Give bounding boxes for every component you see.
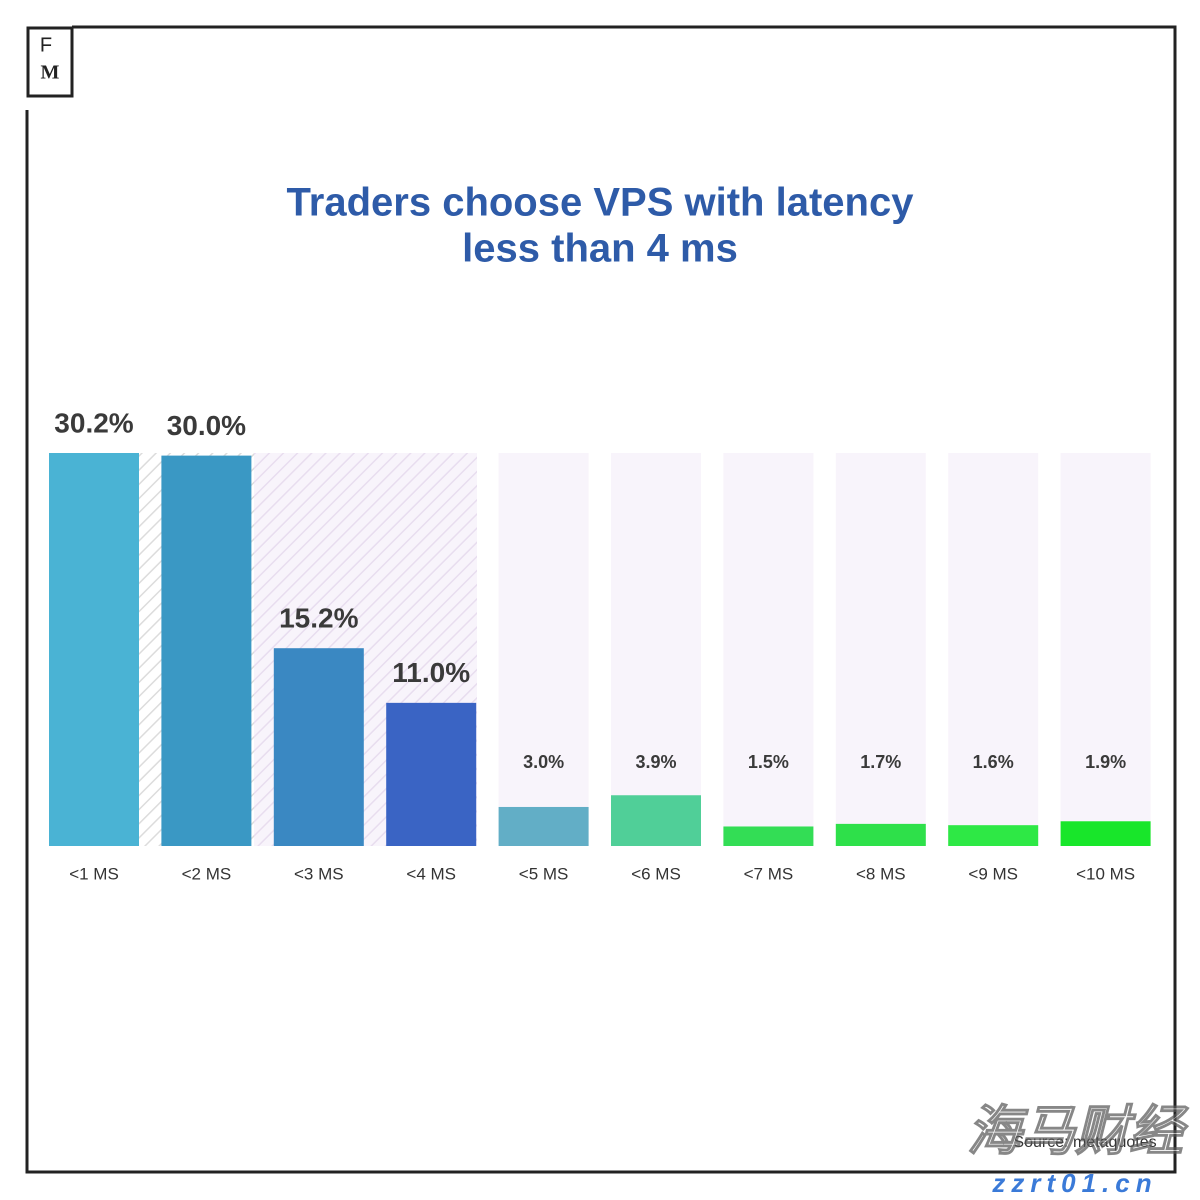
value-label: 1.7% xyxy=(860,752,901,772)
value-label: 11.0% xyxy=(392,657,470,688)
x-tick-label: <8 MS xyxy=(856,864,906,883)
bar xyxy=(273,648,364,846)
bar xyxy=(161,455,252,846)
background-column xyxy=(948,453,1039,846)
x-tick-label: <10 MS xyxy=(1076,864,1135,883)
background-column xyxy=(1060,453,1151,846)
x-tick-label: <9 MS xyxy=(968,864,1018,883)
bar xyxy=(49,453,139,846)
source: Source: metaquotes xyxy=(1013,1134,1156,1151)
x-tick-label: <4 MS xyxy=(406,864,456,883)
x-tick-label: <5 MS xyxy=(519,864,569,883)
x-tick-label: <7 MS xyxy=(744,864,794,883)
frame xyxy=(25,25,1177,1174)
chart-title: Traders choose VPS with latency xyxy=(287,181,915,225)
logo-top: F xyxy=(40,34,52,56)
value-label: 3.9% xyxy=(635,752,676,772)
background-column xyxy=(835,453,926,846)
watermark-url: zzrt01.cn xyxy=(991,1168,1157,1198)
x-tick-label: <3 MS xyxy=(294,864,344,883)
background-column xyxy=(723,453,814,846)
watermark: 海马财经 xyxy=(967,1101,1189,1161)
value-label: 3.0% xyxy=(523,752,564,772)
value-label: 15.2% xyxy=(279,603,358,634)
logo-box xyxy=(26,26,74,98)
bar xyxy=(498,806,589,846)
value-label: 1.6% xyxy=(973,752,1014,772)
bar xyxy=(611,795,701,846)
logo-bottom: M xyxy=(41,62,60,84)
bar xyxy=(1060,821,1151,846)
value-label: 1.5% xyxy=(748,752,789,772)
background-column xyxy=(498,453,589,846)
background-column xyxy=(611,453,701,846)
value-label: 1.9% xyxy=(1085,752,1126,772)
value-label: 30.2% xyxy=(54,407,133,438)
chart-title: less than 4 ms xyxy=(462,227,738,271)
x-tick-label: <2 MS xyxy=(182,864,232,883)
value-label: 30.0% xyxy=(167,410,246,441)
x-tick-label: <1 MS xyxy=(69,864,119,883)
bar xyxy=(948,825,1039,846)
bar xyxy=(723,826,814,846)
x-tick-label: <6 MS xyxy=(631,864,681,883)
bar xyxy=(835,823,926,846)
bar xyxy=(386,702,477,846)
